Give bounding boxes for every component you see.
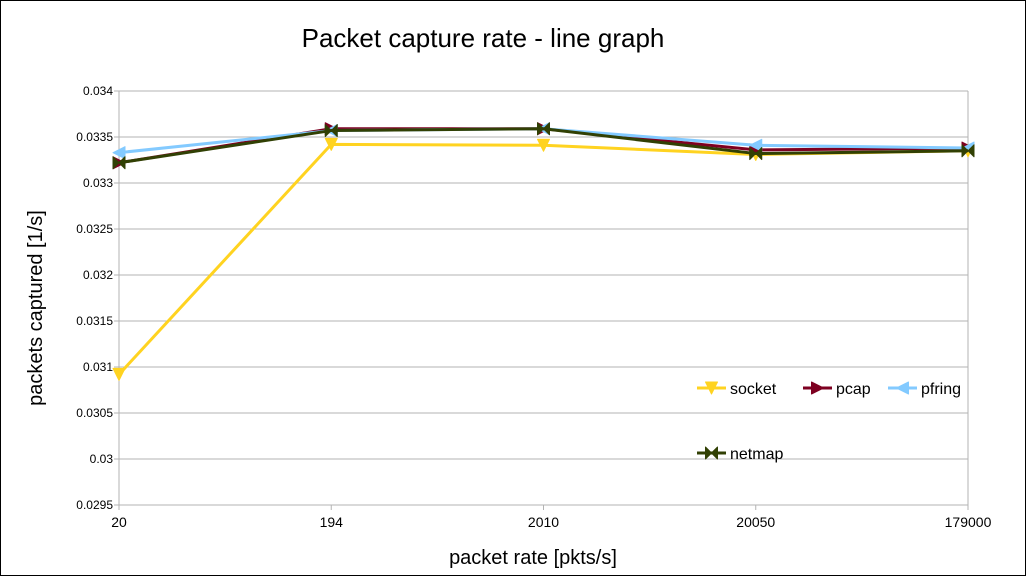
- x-tick-label: 20: [111, 514, 127, 530]
- y-tick-label: 0.031: [83, 360, 113, 374]
- data-point-socket: [324, 137, 338, 151]
- legend-swatch-marker: [705, 381, 718, 395]
- y-tick-label: 0.032: [83, 268, 113, 282]
- x-axis-ticks: 20 194 2010 20050 179000: [111, 514, 991, 530]
- data-point-netmap: [749, 147, 763, 161]
- legend-label: pcap: [836, 381, 871, 398]
- data-point-pfring: [749, 138, 763, 152]
- legend-swatch-marker: [705, 446, 718, 460]
- legend-item-socket: socket: [697, 381, 777, 398]
- data-point-netmap: [961, 144, 975, 158]
- legend-item-pcap: pcap: [803, 381, 871, 398]
- grid: [119, 90, 969, 506]
- y-tick-label: 0.03: [90, 452, 114, 466]
- data-point-socket: [112, 367, 126, 381]
- y-tick-label: 0.0305: [76, 406, 113, 420]
- x-tick-label: 20050: [736, 514, 775, 530]
- y-tick-label: 0.0315: [76, 314, 113, 328]
- data-point-netmap: [537, 122, 550, 136]
- x-tick-label: 2010: [528, 514, 559, 530]
- legend-item-pfring: pfring: [888, 381, 961, 398]
- legend: socket pcap pfring netmap: [697, 381, 961, 463]
- legend-swatch-marker: [896, 381, 909, 395]
- data-point-pfring: [112, 146, 126, 160]
- y-axis-title: packets captured [1/s]: [25, 210, 47, 406]
- y-tick-label: 0.0335: [76, 130, 113, 144]
- y-axis-ticks: 0.0295 0.03 0.0305 0.031 0.0315 0.032 0.0325 0.…: [76, 84, 113, 512]
- legend-label: pfring: [921, 381, 961, 398]
- legend-label: netmap: [730, 446, 783, 463]
- legend-label: socket: [730, 381, 777, 398]
- x-axis-title: packet rate [pkts/s]: [449, 547, 617, 569]
- legend-swatch-marker: [811, 381, 824, 395]
- legend-item-netmap: netmap: [697, 446, 783, 463]
- y-tick-label: 0.0295: [76, 498, 113, 512]
- y-tick-label: 0.033: [83, 176, 113, 190]
- data-point-netmap: [112, 156, 126, 170]
- series-lines: [112, 122, 975, 381]
- y-tick-label: 0.0325: [76, 222, 113, 236]
- data-point-socket: [537, 138, 550, 152]
- y-tick-label: 0.034: [83, 84, 113, 98]
- series-netmap: [112, 122, 975, 170]
- data-point-netmap: [324, 124, 338, 138]
- x-tick-label: 179000: [945, 514, 992, 530]
- chart-title: Packet capture rate - line graph: [302, 23, 665, 53]
- x-tick-label: 194: [320, 514, 344, 530]
